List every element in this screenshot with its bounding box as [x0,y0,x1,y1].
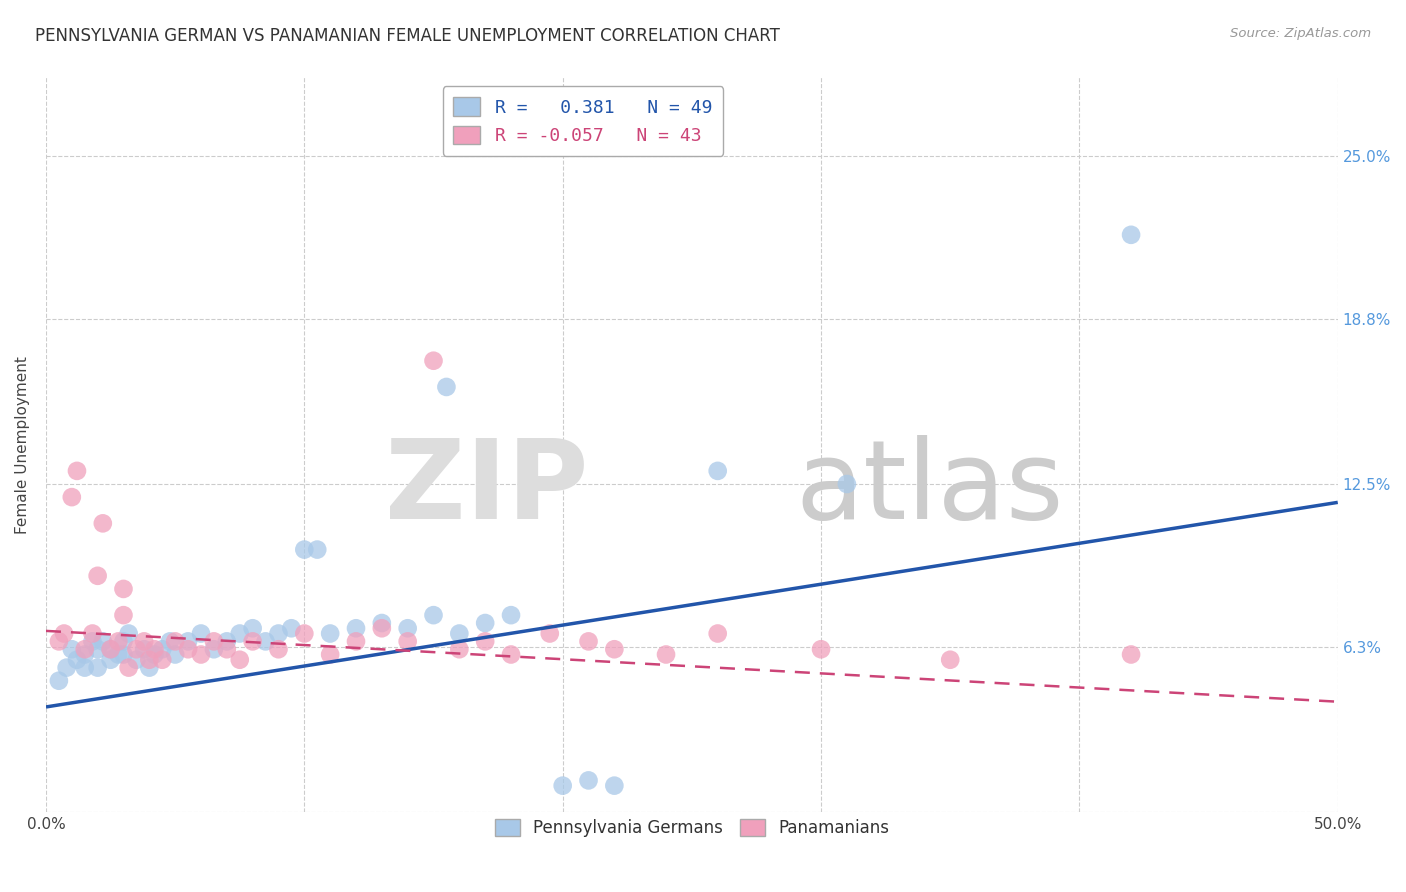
Point [292,626,315,640]
Point [396,634,419,648]
Point [344,634,367,648]
Point [112,608,135,623]
Point [835,477,858,491]
Point [112,582,135,596]
Point [86,660,108,674]
Point [125,653,148,667]
Point [474,615,496,630]
Text: PENNSYLVANIA GERMAN VS PANAMANIAN FEMALE UNEMPLOYMENT CORRELATION CHART: PENNSYLVANIA GERMAN VS PANAMANIAN FEMALE… [35,27,780,45]
Point [229,626,252,640]
Point [215,642,238,657]
Point [150,653,173,667]
Point [165,634,187,648]
Point [86,569,108,583]
Point [436,380,458,394]
Point [117,626,139,640]
Point [371,615,394,630]
Point [422,353,444,368]
Point [1119,227,1142,242]
Point [107,634,129,648]
Point [267,626,290,640]
Point [125,642,148,657]
Point [117,660,139,674]
Text: atlas: atlas [796,435,1064,542]
Point [91,634,114,648]
Point [73,648,96,662]
Point [143,642,166,657]
Point [706,626,728,640]
Point [55,660,77,674]
Point [165,648,187,662]
Point [371,621,394,635]
Point [112,648,135,662]
Point [254,634,277,648]
Point [655,648,678,662]
Point [1119,648,1142,662]
Point [578,773,600,788]
Point [73,642,96,657]
Point [60,490,83,504]
Text: ZIP: ZIP [385,435,589,542]
Point [82,626,104,640]
Point [578,634,600,648]
Point [100,642,122,657]
Text: Source: ZipAtlas.com: Source: ZipAtlas.com [1230,27,1371,40]
Y-axis label: Female Unemployment: Female Unemployment [15,356,30,533]
Point [73,660,96,674]
Point [603,642,626,657]
Point [474,634,496,648]
Point [242,621,264,635]
Point [307,542,329,557]
Point [396,621,419,635]
Point [91,516,114,531]
Point [107,648,129,662]
Point [242,634,264,648]
Point [280,621,302,635]
Point [112,634,135,648]
Point [48,673,70,688]
Point [449,642,471,657]
Point [190,626,212,640]
Point [138,653,160,667]
Point [53,626,76,640]
Point [100,642,122,657]
Point [202,642,225,657]
Point [82,634,104,648]
Point [159,634,181,648]
Point [267,642,290,657]
Point [538,626,561,640]
Point [150,642,173,657]
Point [134,634,156,648]
Point [177,634,200,648]
Point [190,648,212,662]
Point [48,634,70,648]
Legend: Pennsylvania Germans, Panamanians: Pennsylvania Germans, Panamanians [488,813,896,844]
Point [344,621,367,635]
Point [66,653,89,667]
Point [143,648,166,662]
Point [202,634,225,648]
Point [292,542,315,557]
Point [939,653,962,667]
Point [810,642,832,657]
Point [134,642,156,657]
Point [551,779,574,793]
Point [603,779,626,793]
Point [138,660,160,674]
Point [60,642,83,657]
Point [319,626,342,640]
Point [66,464,89,478]
Point [177,642,200,657]
Point [499,648,522,662]
Point [215,634,238,648]
Point [449,626,471,640]
Point [422,608,444,623]
Point [229,653,252,667]
Point [499,608,522,623]
Point [706,464,728,478]
Point [100,653,122,667]
Point [319,648,342,662]
Point [86,642,108,657]
